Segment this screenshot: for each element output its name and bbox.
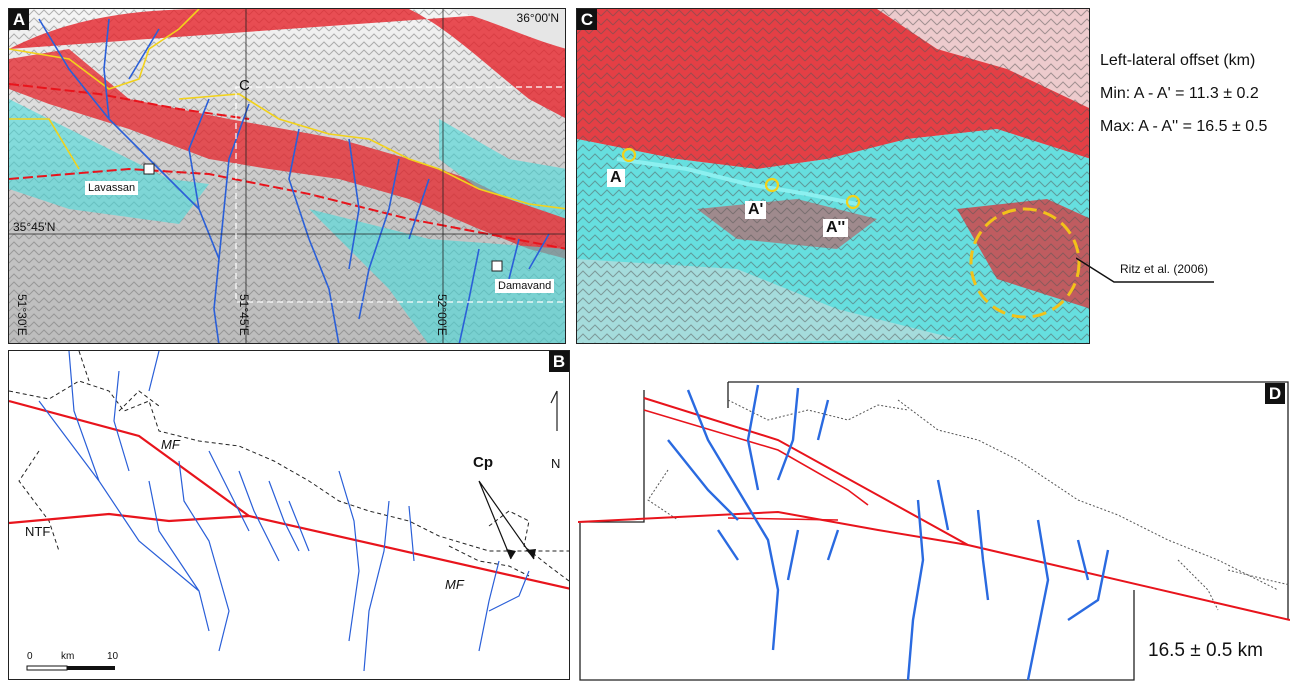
sketch-map-b <box>9 351 569 672</box>
longitude-label-3: 52°00'E <box>435 294 449 336</box>
scale-unit: km <box>61 651 75 662</box>
panel-label-d: D <box>1265 383 1285 404</box>
offset-legend-min: Min: A - A' = 11.3 ± 0.2 <box>1100 85 1259 102</box>
panel-d-restoration: D 16.5 ± 0.5 km <box>578 380 1290 686</box>
relief-map-a <box>9 9 565 343</box>
panel-b-sketch: B MF MF NTF Cp N 0 km 10 <box>8 350 570 680</box>
ritz-leader-line <box>1076 257 1214 283</box>
town-damavand-marker <box>491 260 503 272</box>
town-lavassan: Lavassan <box>85 181 139 195</box>
scale-bar <box>26 665 115 671</box>
point-a-prime-label: A' <box>745 201 767 219</box>
longitude-label-2: 51°45'E <box>237 294 251 336</box>
panel-label-a: A <box>9 9 29 30</box>
panel-label-c: C <box>577 9 597 30</box>
ritz-reference-label: Ritz et al. (2006) <box>1120 262 1209 276</box>
latitude-label-top: 36°00'N <box>516 11 559 25</box>
relief-map-c <box>577 9 1089 343</box>
panel-c-map: C A A' A'' <box>576 8 1090 344</box>
scale-max: 10 <box>107 651 119 662</box>
restoration-offset-label: 16.5 ± 0.5 km <box>1148 640 1263 661</box>
panel-label-b: B <box>549 351 569 372</box>
fault-label-ntf: NTF <box>25 524 51 539</box>
fault-label-mf-upper: MF <box>161 437 180 452</box>
point-a-label: A <box>607 169 625 187</box>
town-lavassan-marker <box>143 163 155 175</box>
scale-zero: 0 <box>27 651 33 662</box>
fault-label-mf-lower: MF <box>445 577 464 592</box>
marker-a <box>621 147 637 163</box>
ritz-circle <box>969 207 1081 319</box>
longitude-label-1: 51°30'E <box>15 294 29 336</box>
point-a-double-prime-label: A'' <box>823 219 849 237</box>
marker-a-prime <box>764 177 780 193</box>
cp-label: Cp <box>473 454 493 471</box>
offset-legend-max: Max: A - A'' = 16.5 ± 0.5 <box>1100 118 1268 135</box>
north-label: N <box>551 456 561 471</box>
inset-c-label: C <box>239 77 250 94</box>
offset-legend-title: Left-lateral offset (km) <box>1100 52 1256 69</box>
panel-a-map: A 36°00'N 35°45'N C Lavassan Damavand 51… <box>8 8 566 344</box>
latitude-label-mid: 35°45'N <box>13 220 56 234</box>
town-damavand: Damavand <box>495 279 555 293</box>
offset-legend: Left-lateral offset (km) Min: A - A' = 1… <box>1100 44 1267 143</box>
restoration-map-d <box>578 381 1290 681</box>
marker-a-double-prime <box>845 194 861 210</box>
